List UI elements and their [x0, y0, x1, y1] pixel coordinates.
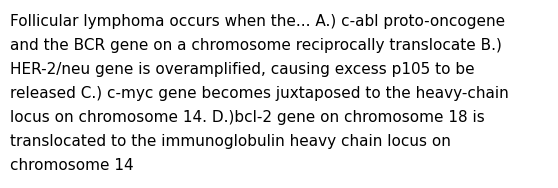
Text: Follicular lymphoma occurs when the... A.) c-abl proto-oncogene: Follicular lymphoma occurs when the... A… [10, 14, 505, 29]
Text: translocated to the immunoglobulin heavy chain locus on: translocated to the immunoglobulin heavy… [10, 134, 451, 149]
Text: HER-2/neu gene is overamplified, causing excess p105 to be: HER-2/neu gene is overamplified, causing… [10, 62, 475, 77]
Text: released C.) c-myc gene becomes juxtaposed to the heavy-chain: released C.) c-myc gene becomes juxtapos… [10, 86, 509, 101]
Text: locus on chromosome 14. D.)bcl-2 gene on chromosome 18 is: locus on chromosome 14. D.)bcl-2 gene on… [10, 110, 485, 125]
Text: and the BCR gene on a chromosome reciprocally translocate B.): and the BCR gene on a chromosome recipro… [10, 38, 502, 53]
Text: chromosome 14: chromosome 14 [10, 158, 133, 173]
